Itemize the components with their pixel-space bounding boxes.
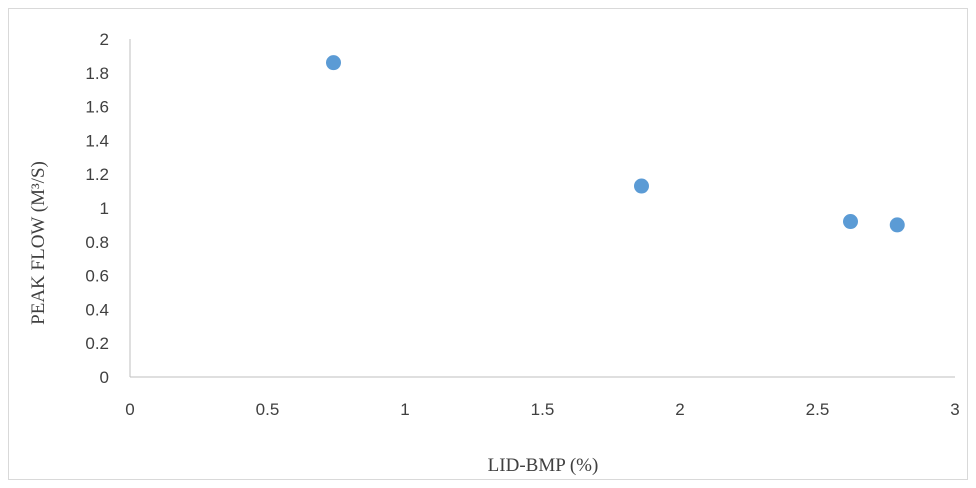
y-tick-label: 2 [100, 30, 109, 49]
y-tick-label: 1 [100, 199, 109, 218]
x-tick-label: 0.5 [256, 400, 280, 419]
y-tick-label: 0.2 [85, 334, 109, 353]
scatter-point [634, 178, 649, 194]
x-axis-title: LID-BMP (%) [488, 455, 599, 476]
x-tick-label: 2 [675, 400, 684, 419]
x-tick-label: 1 [400, 400, 409, 419]
x-tick-label: 0 [125, 400, 134, 419]
y-tick-label: 1.6 [85, 98, 109, 117]
chart-frame [8, 8, 968, 480]
y-axis-ticks: 0 0.2 0.4 0.6 0.8 1 1.2 1.4 1.6 1.8 2 [85, 30, 109, 387]
x-axis-ticks: 0 0.5 1 1.5 2 2.5 3 [125, 400, 959, 419]
x-tick-label: 1.5 [531, 400, 555, 419]
y-tick-label: 0.6 [85, 267, 109, 286]
y-tick-label: 0 [100, 368, 109, 387]
y-tick-label: 1.8 [85, 64, 109, 83]
y-tick-label: 1.4 [85, 131, 109, 150]
y-tick-label: 1.2 [85, 165, 109, 184]
data-points [326, 55, 905, 233]
y-tick-label: 0.8 [85, 233, 109, 252]
y-tick-label: 0.4 [85, 300, 109, 319]
y-axis-title: PEAK FLOW (M³/S) [28, 161, 49, 325]
scatter-point [843, 214, 858, 230]
x-tick-label: 2.5 [806, 400, 830, 419]
x-tick-label: 3 [950, 400, 959, 419]
scatter-point [326, 55, 341, 71]
scatter-point [889, 217, 905, 233]
